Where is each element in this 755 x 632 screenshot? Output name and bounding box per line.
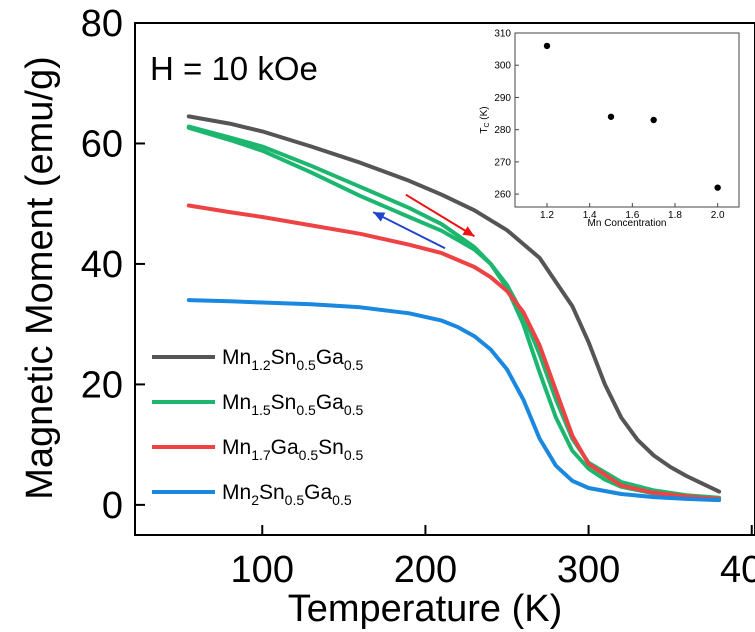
x-tick-label: 200	[394, 549, 457, 591]
inset-x-axis-title: Mn Concentration	[588, 218, 667, 229]
y-tick-label: 40	[81, 244, 123, 286]
x-tick-label: 100	[231, 549, 294, 591]
inset-x-axis: 1.2 1.4 1.6 1.8 2.0	[540, 203, 725, 221]
inset-chart: 260 270 280 290 300 310 1.2 1.4 1.6 1.8 2.0 Mn Co…	[479, 29, 740, 229]
inset-frame	[514, 32, 740, 208]
x-axis: 100 200 300 400	[231, 525, 755, 591]
sweep-arrows	[372, 193, 475, 250]
legend-label-part: Ga	[271, 436, 299, 459]
y-tick-label: 20	[81, 364, 123, 406]
legend-label-part: 2	[251, 492, 259, 508]
y-tick-label: 80	[81, 3, 123, 45]
inset-y-tick-label: 260	[494, 190, 511, 201]
inset-y-axis: 260 270 280 290 300 310	[494, 29, 519, 201]
inset-y-axis-title: TC (K)	[479, 106, 491, 133]
inset-y-tick-label: 280	[494, 125, 511, 136]
series-line-4	[186, 298, 722, 503]
x-tick-label: 300	[557, 549, 620, 591]
legend-label-part: Mn	[222, 346, 251, 369]
legend-label-part: Ga	[304, 481, 332, 504]
y-axis-title: Magnetic Moment (emu/g)	[19, 56, 61, 500]
legend-label-part: 0.5	[296, 402, 316, 418]
legend-label-part: 0.5	[285, 492, 305, 508]
legend-label-part: 0.5	[299, 447, 319, 463]
legend-label-part: Mn	[222, 391, 251, 414]
inset-x-tick-label: 1.4	[583, 210, 597, 221]
sweep-arrow-0	[405, 193, 475, 238]
inset-y-tick-label: 300	[494, 61, 511, 72]
sweep-arrowhead-1	[373, 212, 386, 222]
inset-x-tick-label: 1.8	[668, 210, 682, 221]
inset-y-tick-label: 310	[494, 29, 511, 40]
legend-label-part: Ga	[316, 346, 344, 369]
sweep-arrowhead-0	[462, 226, 475, 237]
inset-x-tick-label: 1.2	[540, 210, 554, 221]
legend-label-part: 0.5	[332, 492, 352, 508]
x-axis-title: Temperature (K)	[288, 588, 563, 630]
inset-point-0	[543, 42, 551, 50]
inset-point-1	[607, 113, 615, 120]
legend-label-part: Ga	[316, 391, 344, 414]
y-tick-label: 60	[81, 123, 123, 165]
inset-y-title-unit: (K)	[479, 106, 490, 122]
inset-x-tick-label: 2.0	[711, 210, 725, 221]
legend-label-part: 1.7	[251, 447, 271, 463]
legend-label-0: Mn1.2Sn0.5Ga0.5	[222, 346, 364, 373]
sweep-arrow-1	[372, 211, 446, 250]
legend-label-3: Mn2Sn0.5Ga0.5	[222, 481, 352, 508]
legend-label-part: Mn	[222, 481, 251, 504]
inset-y-tick-label: 270	[494, 157, 511, 168]
x-tick-label: 400	[720, 549, 755, 591]
legend-label-2: Mn1.7Ga0.5Sn0.5	[222, 436, 364, 463]
inset-point-2	[650, 116, 657, 124]
plot-frame	[134, 22, 755, 536]
y-axis: 0 20 40 60 80	[81, 3, 145, 527]
inset-y-tick-label: 290	[494, 93, 511, 104]
legend-label-part: 0.5	[296, 357, 316, 373]
series-group	[186, 114, 722, 503]
legend-label-part: Mn	[222, 436, 251, 459]
inset-y-title-sub: C	[484, 122, 491, 127]
series-line-0	[186, 114, 722, 494]
legend-label-1: Mn1.5Sn0.5Ga0.5	[222, 391, 364, 418]
legend: Mn1.2Sn0.5Ga0.5Mn1.5Sn0.5Ga0.5Mn1.7Ga0.5…	[152, 346, 364, 508]
inset-point-3	[714, 184, 721, 191]
inset-points	[543, 42, 721, 191]
legend-label-part: 0.5	[344, 447, 364, 463]
legend-label-part: 0.5	[344, 402, 364, 418]
inset-x-tick-label: 1.6	[625, 210, 639, 221]
legend-label-part: Sn	[259, 481, 285, 504]
legend-label-part: Sn	[318, 436, 344, 459]
series-line-3	[186, 203, 722, 501]
legend-label-part: 0.5	[344, 357, 364, 373]
inset-y-title-base: T	[479, 128, 490, 134]
y-tick-label: 0	[102, 485, 123, 527]
series-line-2	[186, 125, 722, 500]
legend-label-part: 1.2	[251, 357, 271, 373]
field-annotation: H = 10 kOe	[150, 50, 318, 87]
legend-label-part: Sn	[271, 391, 297, 414]
legend-label-part: 1.5	[251, 402, 271, 418]
legend-label-part: Sn	[271, 346, 297, 369]
